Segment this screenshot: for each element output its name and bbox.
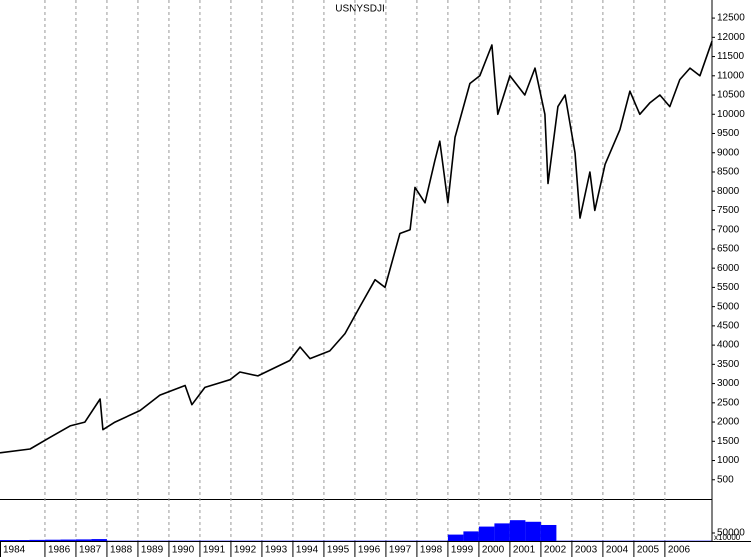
x-tick-label: 1991 xyxy=(203,545,226,556)
volume-bar xyxy=(447,534,464,541)
y-tick-label: 5000 xyxy=(717,301,740,312)
price-line xyxy=(0,40,713,454)
y-tick-label: 1000 xyxy=(717,455,740,466)
y-tick-label: 10500 xyxy=(717,90,745,101)
volume-bar xyxy=(75,539,92,541)
y-tick-label: 10000 xyxy=(717,109,745,120)
x-tick-label: 1994 xyxy=(296,545,319,556)
x-tick-label: 2000 xyxy=(482,545,505,556)
x-tick-label: 1996 xyxy=(358,545,381,556)
y-tick-label: 9500 xyxy=(717,128,740,139)
x-tick-label: 1999 xyxy=(451,545,474,556)
x-tick-label: 2001 xyxy=(513,545,536,556)
y-tick-label: 3500 xyxy=(717,359,740,370)
x-tick-label: 1988 xyxy=(110,545,133,556)
y-tick-label: 9000 xyxy=(717,147,740,158)
y-tick-label: 8500 xyxy=(717,167,740,178)
x-tick-label: 1995 xyxy=(327,545,350,556)
y-tick-label: 50000 xyxy=(717,528,745,539)
y-tick-label: 4000 xyxy=(717,340,740,351)
x-tick-label: 1993 xyxy=(265,545,288,556)
y-tick-label: 2000 xyxy=(717,417,740,428)
y-tick-label: 1500 xyxy=(717,436,740,447)
volume-bar xyxy=(463,531,479,541)
volume-bar xyxy=(13,540,30,541)
x-tick-label: 1987 xyxy=(79,545,102,556)
y-tick-label: 8000 xyxy=(717,186,740,197)
x-tick-label: 2003 xyxy=(575,545,598,556)
x-tick-label: 1998 xyxy=(420,545,443,556)
y-tick-label: 2500 xyxy=(717,397,740,408)
volume-bar xyxy=(29,539,45,541)
y-tick-label: 500 xyxy=(717,474,734,485)
volume-bar xyxy=(0,540,14,541)
x-tick-label: 1986 xyxy=(48,545,71,556)
volume-bar xyxy=(540,524,557,541)
volume-bar xyxy=(525,521,541,541)
y-tick-label: 5500 xyxy=(717,282,740,293)
volume-bar xyxy=(509,520,526,541)
x-tick-label: 1984 xyxy=(3,545,26,556)
x-tick-label: 1989 xyxy=(141,545,164,556)
chart-title: USNYSDJI xyxy=(335,4,384,15)
volume-bar xyxy=(478,526,495,541)
x-tick-label: 1990 xyxy=(172,545,195,556)
y-tick-label: 11500 xyxy=(717,51,745,62)
x-tick-label: 2002 xyxy=(544,545,567,556)
x-tick-label: 1992 xyxy=(234,545,257,556)
volume-bar xyxy=(494,523,510,541)
volume-bar xyxy=(60,539,76,541)
y-tick-label: 7500 xyxy=(717,205,740,216)
x-tick-label: 2004 xyxy=(606,545,629,556)
x-tick-label: 2006 xyxy=(668,545,691,556)
y-tick-label: 12500 xyxy=(717,13,745,24)
x-tick-label: 1997 xyxy=(389,545,412,556)
x-tick-label: 2005 xyxy=(637,545,660,556)
y-tick-label: 12000 xyxy=(717,32,745,43)
volume-bar xyxy=(91,539,107,541)
y-tick-label: 3000 xyxy=(717,378,740,389)
y-tick-label: 11000 xyxy=(717,70,745,81)
unit-label: x10000 xyxy=(714,533,741,542)
y-tick-label: 6500 xyxy=(717,244,740,255)
y-tick-label: 6000 xyxy=(717,263,740,274)
y-tick-label: 4500 xyxy=(717,321,740,332)
volume-bar xyxy=(44,539,61,541)
y-tick-label: 7000 xyxy=(717,224,740,235)
